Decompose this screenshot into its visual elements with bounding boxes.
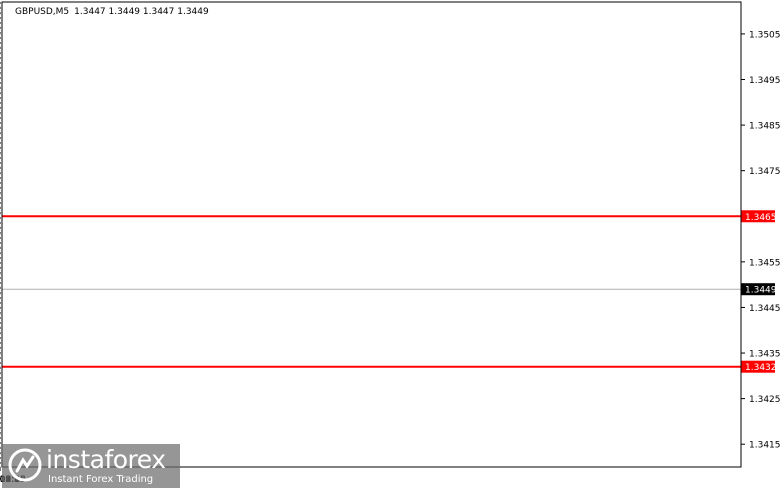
current-price-tag[interactable]	[741, 283, 775, 296]
logo-emblem-icon	[8, 448, 42, 482]
level-price-tag-text: 1.3432	[745, 363, 777, 373]
y-tick-label: 1.3485	[749, 122, 781, 132]
y-tick-label: 1.3455	[749, 258, 781, 268]
y-tick-label: 1.3445	[749, 304, 781, 314]
y-tick-label: 1.3475	[749, 167, 781, 177]
instaforex-logo: instaforex Instant Forex Trading	[2, 444, 180, 488]
logo-name: instaforex	[46, 445, 166, 474]
y-tick-label: 1.3495	[749, 76, 781, 86]
y-tick-label: 1.3505	[749, 30, 781, 40]
y-tick-label: 1.3425	[749, 395, 781, 405]
price-axis[interactable]: 1.3505 1.3495 1.3485 1.3475 1.3455 1.3445 1.34…	[741, 30, 781, 451]
chart-header: GBPUSD,M5 1.3447 1.3449 1.3447 1.3449	[15, 7, 209, 17]
ohlc-values: 1.3447 1.3449 1.3447 1.3449	[74, 7, 209, 17]
level-price-tag[interactable]	[741, 360, 775, 373]
horizontal-levels[interactable]: 1.3465 1.3432	[2, 210, 777, 373]
y-tick-label: 1.3415	[749, 441, 781, 451]
symbol-label: GBPUSD,M5	[15, 7, 69, 17]
current-price-tag-text: 1.3449	[745, 286, 777, 296]
level-price-tag-text: 1.3465	[745, 213, 777, 223]
plot-border	[1, 1, 742, 468]
logo-tagline: Instant Forex Trading	[48, 474, 154, 485]
level-price-tag[interactable]	[741, 210, 775, 223]
y-tick-label: 1.3435	[749, 350, 781, 360]
chart-frame	[1, 1, 742, 468]
